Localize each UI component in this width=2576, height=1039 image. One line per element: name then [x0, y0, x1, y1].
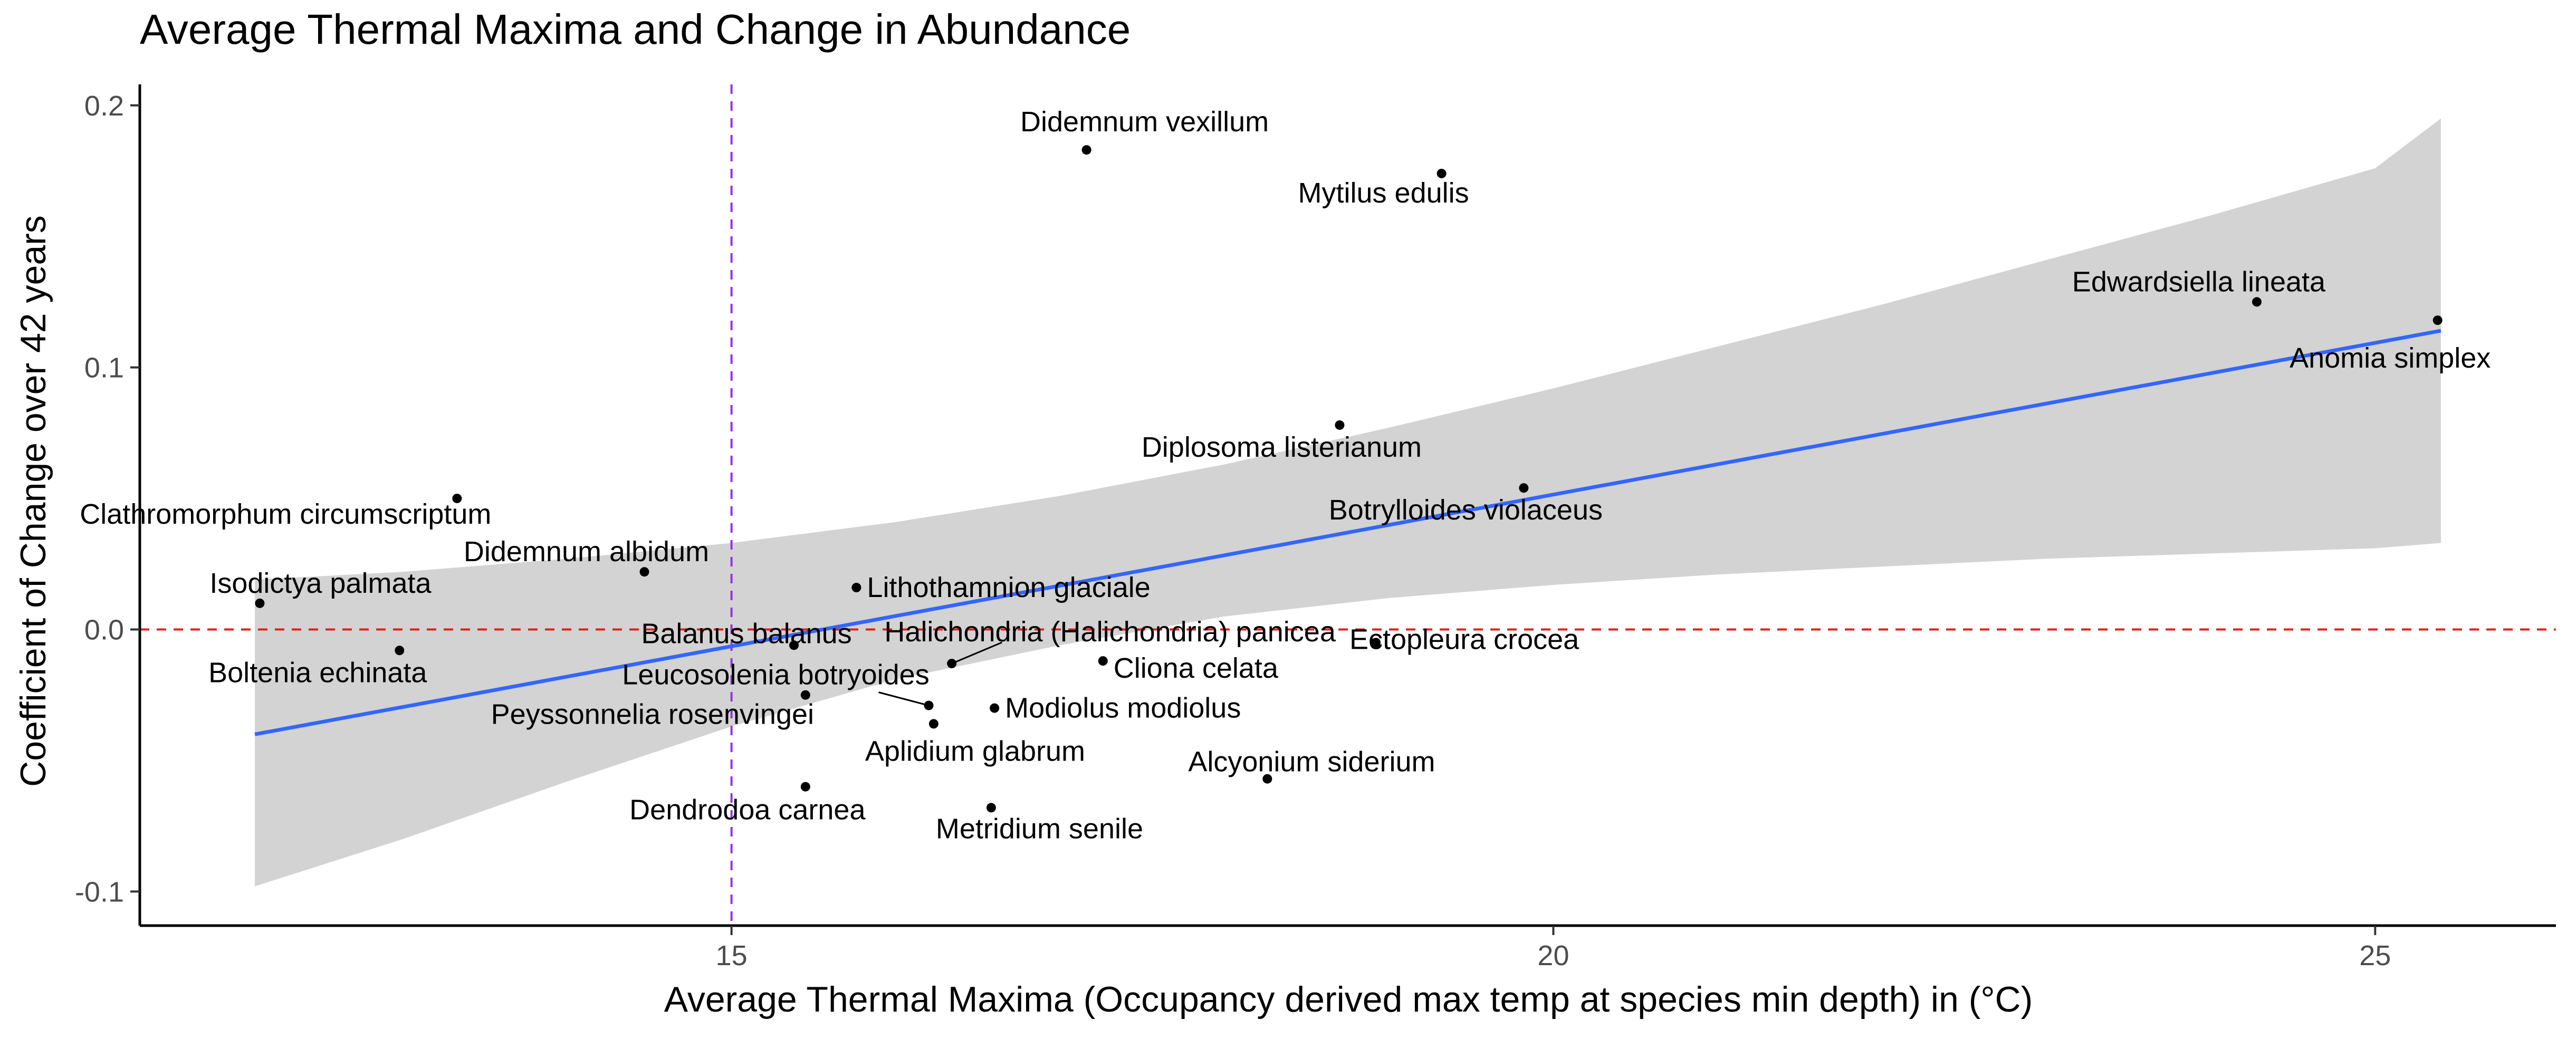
point-label: Diplosoma listerianum — [1142, 431, 1422, 463]
x-tick-label: 15 — [716, 940, 748, 971]
point-label: Modiolus modiolus — [1005, 692, 1241, 724]
data-point — [800, 690, 810, 700]
y-tick-label: 0.0 — [84, 614, 124, 646]
y-tick-label: -0.1 — [75, 876, 124, 908]
data-point — [1098, 656, 1108, 666]
point-label: Metridium senile — [936, 813, 1143, 844]
point-label: Leucosolenia botryoides — [622, 659, 929, 691]
data-point — [851, 583, 861, 593]
point-label: Dendrodoa carnea — [629, 794, 866, 826]
point-label: Clathromorphum circumscriptum — [80, 498, 491, 530]
data-point — [2433, 315, 2443, 325]
data-point — [1437, 168, 1447, 178]
point-label: Mytilus edulis — [1298, 177, 1469, 209]
x-tick-label: 20 — [1537, 940, 1569, 971]
point-label: Peyssonnelia rosenvingei — [491, 699, 814, 730]
label-leader-line — [951, 641, 1002, 665]
x-tick-label: 25 — [2359, 940, 2391, 971]
point-label: Halichondria (Halichondria) panicea — [884, 616, 1336, 648]
label-leader-line — [878, 691, 929, 707]
point-label: Botrylloides violaceus — [1329, 494, 1603, 526]
data-point — [255, 598, 265, 608]
point-label: Isodictya palmata — [209, 567, 432, 599]
reference-lines-layer — [140, 84, 2556, 926]
point-label: Boltenia echinata — [208, 657, 427, 688]
point-labels-layer: Didemnum vexillum Mytilus edulis Edwardsie… — [80, 106, 2491, 844]
y-axis-title: Coefficient of Change over 42 years — [13, 215, 53, 787]
point-label: Anomia simplex — [2290, 342, 2491, 374]
point-label: Alcyonium siderium — [1188, 746, 1435, 778]
trend-line-layer — [254, 329, 2441, 736]
data-point — [395, 646, 405, 656]
data-point — [1371, 638, 1381, 648]
point-label: Lithothamnion glaciale — [867, 572, 1150, 603]
point-label: Ectopleura crocea — [1349, 623, 1579, 655]
data-point — [1335, 420, 1345, 430]
chart-title: Average Thermal Maxima and Change in Abu… — [140, 6, 1131, 53]
data-point — [986, 803, 996, 813]
trend-line — [254, 329, 2441, 736]
point-label: Cliona celata — [1114, 652, 1279, 684]
point-label: Balanus balanus — [641, 618, 851, 649]
points-layer — [255, 145, 2443, 813]
data-point — [789, 640, 799, 650]
x-axis-title: Average Thermal Maxima (Occupancy derive… — [664, 979, 2033, 1019]
data-point — [452, 494, 462, 504]
data-point — [928, 719, 939, 729]
axes-layer: -0.1 0.0 0.1 0.2 15 20 25 — [75, 84, 2556, 971]
y-tick-label: 0.2 — [84, 90, 124, 122]
y-tick-label: 0.1 — [84, 352, 124, 384]
data-point — [990, 703, 1000, 713]
data-point — [1519, 483, 1529, 493]
point-label: Aplidium glabrum — [865, 735, 1085, 767]
data-point — [639, 567, 649, 577]
point-label: Edwardsiella lineata — [2072, 266, 2326, 297]
data-point — [1262, 774, 1272, 784]
data-point — [1081, 145, 1091, 155]
data-point — [800, 782, 810, 792]
data-point — [2252, 297, 2262, 307]
point-label: Didemnum vexillum — [1020, 106, 1269, 138]
point-label: Didemnum albidum — [464, 536, 709, 567]
